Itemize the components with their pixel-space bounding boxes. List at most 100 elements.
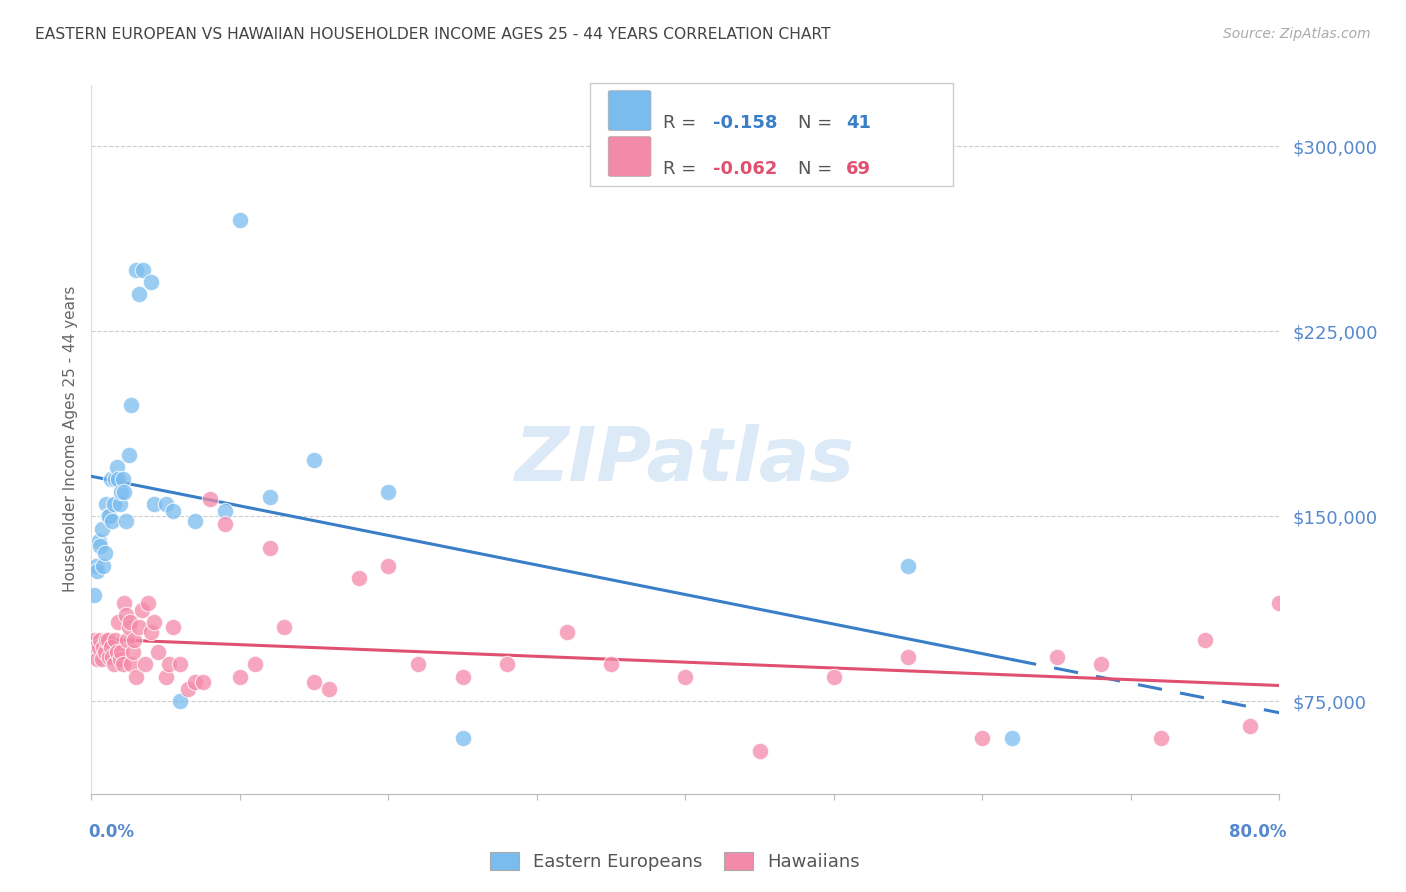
Point: [302, 452, 325, 467]
Point: [972, 731, 994, 746]
Point: [97, 509, 120, 524]
Point: [89, 632, 111, 647]
Point: [1046, 650, 1069, 665]
Point: [121, 657, 143, 672]
Point: [108, 497, 131, 511]
Point: [139, 625, 162, 640]
Point: [121, 398, 143, 412]
Point: [83, 588, 105, 602]
Text: -0.158: -0.158: [713, 114, 778, 132]
Point: [128, 620, 150, 634]
Point: [169, 694, 191, 708]
Point: [107, 472, 129, 486]
Text: ZIPatlas: ZIPatlas: [516, 424, 855, 497]
Point: [83, 632, 105, 647]
Point: [214, 504, 236, 518]
Point: [115, 632, 138, 647]
Point: [117, 448, 139, 462]
Point: [162, 504, 184, 518]
Text: 69: 69: [846, 160, 870, 178]
Point: [142, 497, 165, 511]
Point: [118, 615, 141, 630]
Text: N =: N =: [799, 160, 838, 178]
Point: [125, 670, 148, 684]
Point: [98, 650, 121, 665]
FancyBboxPatch shape: [591, 83, 953, 186]
Point: [96, 632, 118, 647]
Text: Source: ZipAtlas.com: Source: ZipAtlas.com: [1223, 27, 1371, 41]
Point: [98, 509, 121, 524]
Point: [84, 640, 107, 654]
Point: [184, 674, 207, 689]
FancyBboxPatch shape: [609, 136, 651, 177]
Text: 0.0%: 0.0%: [89, 823, 135, 841]
Point: [110, 645, 132, 659]
Text: 80.0%: 80.0%: [1229, 823, 1286, 841]
Point: [96, 497, 118, 511]
Point: [124, 632, 146, 647]
Point: [111, 472, 134, 486]
Point: [155, 670, 177, 684]
Point: [302, 674, 325, 689]
Point: [107, 615, 129, 630]
Point: [243, 657, 266, 672]
Point: [1268, 596, 1291, 610]
Point: [114, 608, 136, 623]
Point: [90, 522, 112, 536]
Point: [94, 546, 117, 560]
Point: [377, 558, 399, 573]
Text: -0.062: -0.062: [713, 160, 778, 178]
Point: [110, 484, 132, 499]
Point: [104, 632, 127, 647]
Point: [84, 558, 107, 573]
Point: [1001, 731, 1024, 746]
Text: N =: N =: [799, 114, 838, 132]
Point: [117, 620, 139, 634]
Point: [91, 558, 114, 573]
Point: [100, 640, 122, 654]
Point: [103, 497, 125, 511]
Point: [229, 213, 252, 227]
Point: [259, 541, 281, 556]
Point: [177, 681, 200, 696]
Text: 41: 41: [846, 114, 870, 132]
Point: [105, 460, 128, 475]
Point: [155, 497, 177, 511]
Point: [184, 514, 207, 528]
Point: [200, 492, 222, 507]
Point: [86, 652, 108, 666]
Point: [377, 484, 399, 499]
Point: [406, 657, 429, 672]
Point: [108, 652, 131, 666]
Point: [673, 670, 696, 684]
Point: [451, 731, 474, 746]
Text: EASTERN EUROPEAN VS HAWAIIAN HOUSEHOLDER INCOME AGES 25 - 44 YEARS CORRELATION C: EASTERN EUROPEAN VS HAWAIIAN HOUSEHOLDER…: [35, 27, 831, 42]
Point: [112, 596, 135, 610]
Point: [87, 534, 110, 549]
Point: [748, 744, 770, 758]
Point: [139, 275, 162, 289]
Point: [136, 596, 159, 610]
Point: [131, 603, 153, 617]
Point: [1090, 657, 1112, 672]
Point: [1149, 731, 1171, 746]
Point: [91, 640, 114, 654]
Point: [1239, 719, 1261, 733]
Point: [86, 564, 108, 578]
Point: [114, 514, 136, 528]
Point: [89, 539, 111, 553]
Point: [229, 670, 252, 684]
Point: [157, 657, 180, 672]
Text: R =: R =: [662, 114, 702, 132]
Point: [142, 615, 165, 630]
Point: [1194, 632, 1216, 647]
Point: [162, 620, 184, 634]
Point: [122, 645, 145, 659]
Point: [128, 287, 150, 301]
Point: [555, 625, 578, 640]
Point: [214, 516, 236, 531]
Point: [101, 650, 124, 665]
Text: R =: R =: [662, 160, 702, 178]
Point: [112, 484, 135, 499]
Point: [600, 657, 623, 672]
